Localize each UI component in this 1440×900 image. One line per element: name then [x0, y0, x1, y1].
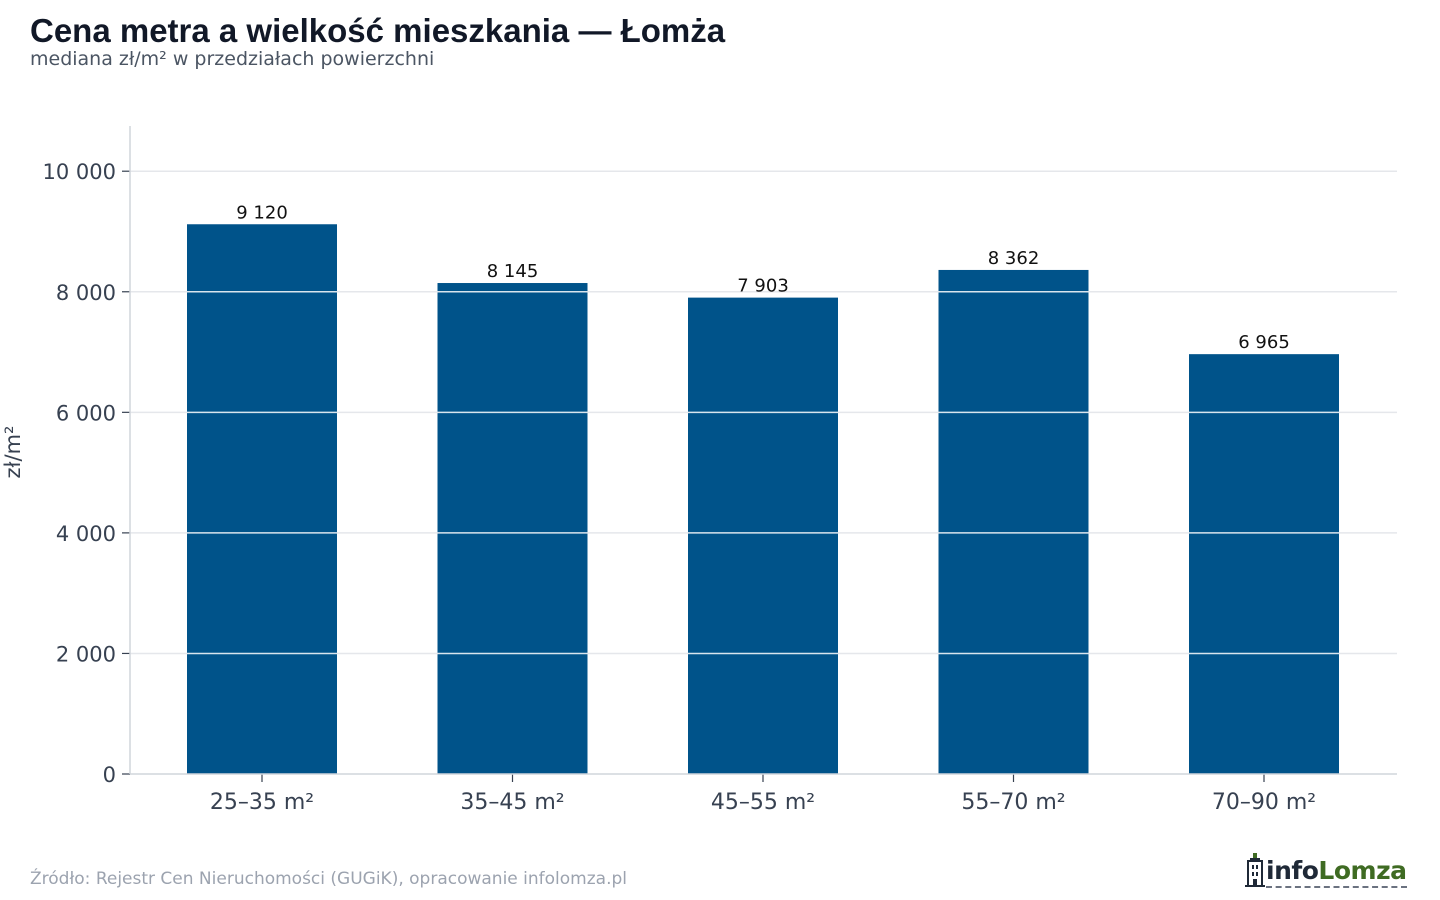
logo-text: infoLomza [1266, 857, 1407, 888]
y-axis-label: zł/m² [1, 426, 25, 479]
y-tick-label: 8 000 [56, 281, 116, 305]
y-tick-label: 10 000 [43, 160, 116, 184]
y-tick-label: 0 [103, 763, 116, 787]
x-tick-label: 35–45 m² [460, 790, 564, 815]
x-tick-label: 55–70 m² [961, 790, 1065, 815]
x-tick-label: 25–35 m² [210, 790, 314, 815]
bar [938, 269, 1089, 774]
y-tick-label: 6 000 [56, 401, 116, 425]
bar-value-label: 8 362 [988, 248, 1040, 269]
logo-info-text: info [1266, 856, 1319, 885]
chart-title: Cena metra a wielkość mieszkania — Łomża [30, 12, 726, 49]
infolomza-logo: infoLomza [1244, 852, 1407, 888]
bar-value-label: 7 903 [737, 276, 789, 297]
chart-subtitle: mediana zł/m² w przedziałach powierzchni [30, 48, 435, 70]
bar [187, 224, 337, 774]
labels: 0 2 000 4 000 6 000 8 000 10 000 9 120 25–35 m²… [1, 160, 1316, 815]
y-tick-label: 4 000 [56, 522, 116, 546]
bars [187, 224, 1339, 774]
logo-lomza-text: Lomza [1318, 856, 1407, 885]
bar [1189, 354, 1339, 774]
bar-value-label: 8 145 [487, 261, 539, 282]
bar [688, 297, 838, 774]
axes [122, 126, 1397, 782]
x-tick-label: 45–55 m² [711, 790, 815, 815]
bar-value-label: 6 965 [1238, 332, 1290, 353]
bar [437, 283, 588, 774]
x-tick-label: 70–90 m² [1212, 790, 1316, 815]
bar-value-label: 9 120 [236, 202, 288, 223]
bar-chart: 0 2 000 4 000 6 000 8 000 10 000 9 120 25–35 m²… [1, 126, 1397, 815]
tower-icon [1245, 853, 1265, 887]
source-note: Źródło: Rejestr Cen Nieruchomości (GUGiK… [30, 869, 627, 889]
y-tick-label: 2 000 [56, 642, 116, 666]
